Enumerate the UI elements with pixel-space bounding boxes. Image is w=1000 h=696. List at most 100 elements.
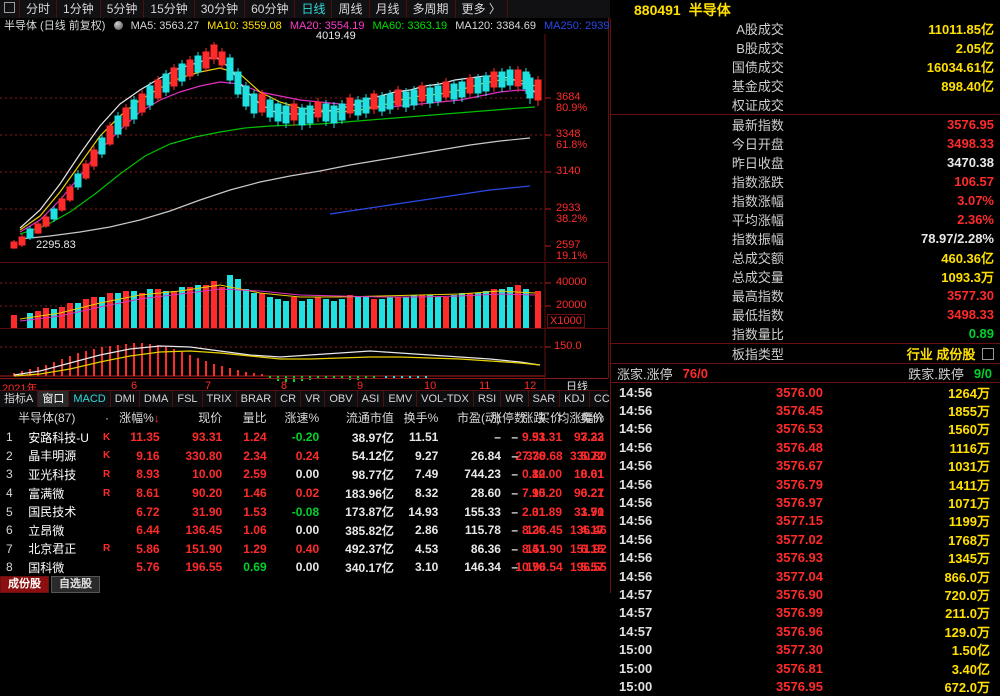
row-price: 330.80 [185, 448, 223, 463]
tick-time: 14:56 [619, 495, 653, 511]
period-button-multi[interactable]: 多周期 [407, 0, 456, 18]
board-type-grid-icon[interactable] [982, 348, 994, 360]
row-stock-name[interactable]: 国科微 [28, 560, 65, 575]
row-avgpct: 5.72 [580, 448, 604, 463]
indicator-trix[interactable]: TRIX [203, 391, 237, 408]
indicator-kdj[interactable]: KDJ [560, 391, 590, 408]
col-header-name[interactable]: 半导体(87) [18, 411, 76, 425]
row-change: 0.82 [522, 467, 546, 482]
row-stock-name[interactable]: 富满微 [28, 486, 65, 501]
macd-pane[interactable]: 150.0 [0, 328, 608, 397]
row-stock-name[interactable]: 亚光科技 [28, 467, 77, 482]
col-header-avgpct[interactable]: 均涨幅% [557, 411, 604, 425]
quote-value: 11011.85亿 [928, 22, 994, 37]
table-row-extra[interactable]: –196.54 196.55 [486, 558, 608, 577]
table-row-extra[interactable]: –10.00 10.01 [486, 465, 608, 484]
board-type-text: 行业 成份股 [906, 347, 976, 362]
indicator-fsl[interactable]: FSL [173, 391, 203, 408]
stock-table: 半导体(87) · 涨幅%↓ 现价 量比 涨速% 流通市值 换手% 市盈(动) … [0, 407, 608, 577]
table-row[interactable]: 3 亚光科技 R 8.93 10.00 2.59 0.00 98.77亿 7.4… [0, 465, 608, 484]
period-button-30min[interactable]: 30分钟 [195, 0, 246, 18]
tick-volume: 1411万 [948, 477, 990, 493]
col-header-pe[interactable]: 市盈(动) [456, 411, 501, 425]
table-row[interactable]: 8 国科微 5.76 196.55 0.69 0.00 340.17亿 3.10… [0, 558, 608, 577]
row-stock-name[interactable]: 立昂微 [28, 523, 65, 538]
tick-tape[interactable]: 14:56 3576.00 1264万 14:56 3576.45 1855万 14:5… [611, 383, 1000, 696]
col-header-change[interactable]: 涨跌 [521, 411, 546, 425]
col-header-volratio[interactable]: 量比 [242, 411, 267, 425]
quote-value: 3577.30 [947, 288, 994, 303]
candlestick-pane[interactable]: 4019.49 2295.83 3684 80.9% 3348 61.8% 31… [0, 30, 608, 262]
indicator-emv[interactable]: EMV [384, 391, 418, 408]
table-row[interactable]: 2 晶丰明源 K 9.16 330.80 2.34 0.24 54.12亿 9.… [0, 447, 608, 466]
board-type-value[interactable]: 行业 成份股 [790, 344, 1000, 363]
indicator-sar[interactable]: SAR [529, 391, 561, 408]
tab-watchlist[interactable]: 自选股 [51, 576, 100, 593]
table-row-extra[interactable]: –90.20 90.21 [486, 484, 608, 503]
quote-value [790, 95, 1000, 114]
settings-icon[interactable] [113, 21, 123, 30]
stock-list[interactable]: 半导体(87) · 涨幅%↓ 现价 量比 涨速% 流通市值 换手% 市盈(动) … [0, 407, 608, 593]
row-stock-name[interactable]: 北京君正 [28, 542, 77, 557]
stock-table-header: 半导体(87) · 涨幅%↓ 现价 量比 涨速% 流通市值 换手% 市盈(动) … [0, 407, 608, 428]
col-header-pct[interactable]: 涨幅%↓ [119, 411, 160, 425]
table-row-extra[interactable]: –93.31 93.32 [486, 428, 608, 447]
indicator-cr[interactable]: CR [276, 391, 302, 408]
indicator-dma[interactable]: DMA [140, 391, 174, 408]
row-stock-name[interactable]: 晶丰明源 [28, 449, 77, 464]
col-header-floatcap[interactable]: 流通市值 [345, 411, 394, 425]
table-row[interactable]: 1 安路科技-U K 11.35 93.31 1.24 -0.20 38.97亿… [0, 428, 608, 447]
window-icon[interactable] [0, 0, 20, 18]
period-button-daily[interactable]: 日线 [295, 0, 333, 18]
chart-area[interactable]: 半导体 (日线 前复权) MA5: 3563.27 MA10: 3559.08 … [0, 18, 612, 397]
row-stock-name[interactable]: 安路科技-U [28, 430, 89, 445]
period-button-5min[interactable]: 5分钟 [101, 0, 145, 18]
table-row[interactable]: 7 北京君正 R 5.86 151.90 1.29 0.40 492.37亿 4… [0, 540, 608, 559]
table-row[interactable]: 4 富满微 R 8.61 90.20 1.46 0.02 183.96亿 8.3… [0, 484, 608, 503]
period-button-15min[interactable]: 15分钟 [144, 0, 195, 18]
table-row-extra[interactable]: –31.89 31.90 [486, 502, 608, 521]
period-button-fenshi[interactable]: 分时 [20, 0, 58, 18]
indicator-dmi[interactable]: DMI [111, 391, 140, 408]
tab-constituent-stocks[interactable]: 成份股 [0, 576, 49, 593]
indicator-brar[interactable]: BRAR [237, 391, 277, 408]
col-header-limitnum[interactable]: 涨停数 [490, 411, 527, 425]
indicator-obv[interactable]: OBV [325, 391, 358, 408]
row-pct: 6.72 [136, 504, 160, 519]
col-header-flag[interactable]: · [105, 410, 110, 425]
col-header-bid[interactable]: 买价 [537, 411, 562, 425]
indicator-vr[interactable]: VR [301, 391, 326, 408]
period-button-more[interactable]: 更多 〉 [456, 0, 508, 18]
tick-time: 14:56 [619, 439, 653, 455]
period-button-monthly[interactable]: 月线 [370, 0, 407, 18]
indicator-vol-tdx[interactable]: VOL-TDX [417, 391, 474, 408]
table-row-extra[interactable]: –151.90 151.92 [486, 540, 608, 559]
table-row-extra[interactable]: –330.68 330.80 [486, 447, 608, 466]
tick-row: 14:57 3576.90 720.0万 [611, 585, 1000, 603]
period-button-1min[interactable]: 1分钟 [57, 0, 101, 18]
indicator-rsi[interactable]: RSI [474, 391, 502, 408]
indicator-wr[interactable]: WR [501, 391, 529, 408]
row-avgpct: 3.71 [580, 504, 604, 519]
row-stock-name[interactable]: 国民技术 [28, 505, 77, 520]
indicator-macd[interactable]: MACD [69, 391, 111, 408]
window-button[interactable]: 窗口 [38, 391, 70, 408]
volume-axis-label-0: 40000 [556, 276, 587, 288]
period-button-weekly[interactable]: 周线 [332, 0, 370, 18]
table-row-extra[interactable]: –136.45 136.46 [486, 521, 608, 540]
indicator-a-button[interactable]: 指标A [0, 391, 39, 408]
col-header-ask[interactable]: 卖价 [579, 411, 604, 425]
col-header-price[interactable]: 现价 [198, 411, 223, 425]
table-row[interactable]: 5 国民技术 6.72 31.90 1.53 -0.08 173.87亿 14.… [0, 502, 608, 521]
col-header-speed[interactable]: 涨速% [284, 411, 320, 425]
period-button-60min[interactable]: 60分钟 [245, 0, 296, 18]
col-header-turnover[interactable]: 换手% [403, 411, 439, 425]
tick-row: 14:56 3577.04 866.0万 [611, 567, 1000, 585]
table-row[interactable]: 6 立昂微 6.44 136.45 1.06 0.00 385.82亿 2.86… [0, 521, 608, 540]
volume-pane[interactable]: 40000 20000 X1000 [0, 262, 608, 329]
indicator-asi[interactable]: ASI [358, 391, 385, 408]
row-flag: R [102, 468, 111, 480]
tick-volume: 1345万 [948, 551, 990, 567]
tick-volume: 720.0万 [944, 588, 990, 603]
quote-value: 460.36亿 [941, 251, 994, 266]
